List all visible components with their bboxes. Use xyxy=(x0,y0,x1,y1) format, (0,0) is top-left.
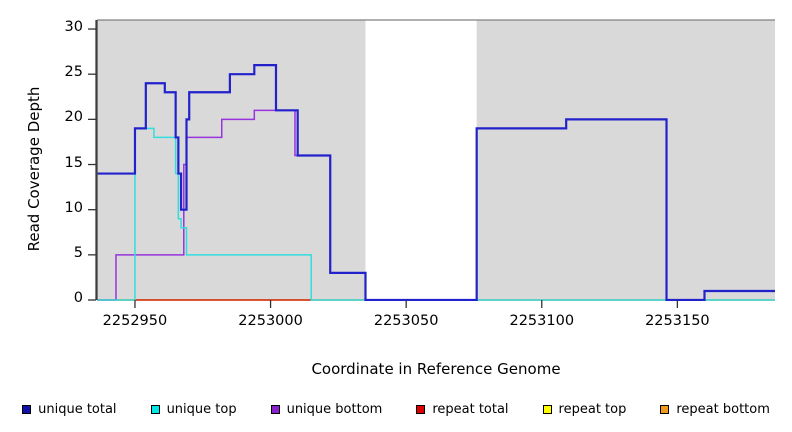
x-tick-label: 2252950 xyxy=(102,313,168,329)
legend-swatch-icon xyxy=(416,404,426,414)
legend-swatch-icon xyxy=(22,404,32,414)
legend-swatch-icon xyxy=(660,404,670,414)
legend-label: repeat top xyxy=(558,401,627,417)
y-tick-label: 20 xyxy=(64,109,83,126)
legend-entry-repeat-top[interactable]: repeat top xyxy=(542,401,661,417)
y-tick-label: 30 xyxy=(64,19,83,36)
legend-entry-unique-bottom[interactable]: unique bottom xyxy=(270,401,417,417)
x-tick-label: 2253100 xyxy=(509,313,575,329)
x-axis-title: Coordinate in Reference Genome xyxy=(311,360,561,378)
y-tick-label: 15 xyxy=(64,154,83,171)
y-tick-label: 10 xyxy=(64,199,83,216)
legend-label: unique top xyxy=(166,401,237,417)
x-tick-label: 2253150 xyxy=(645,313,710,329)
legend-label: unique total xyxy=(38,401,117,417)
legend-swatch-icon xyxy=(270,404,280,414)
y-tick-label: 0 xyxy=(73,290,83,306)
legend-entry-repeat-total[interactable]: repeat total xyxy=(416,402,542,417)
y-tick-label: 5 xyxy=(73,244,83,261)
legend-entry-unique-total[interactable]: unique total xyxy=(22,402,150,417)
legend-entry-repeat-bottom[interactable]: repeat bottom xyxy=(660,402,770,417)
legend-swatch-icon xyxy=(542,404,552,414)
y-tick-label: 25 xyxy=(64,64,83,81)
legend-label: unique bottom xyxy=(286,401,383,417)
series-line-unique-total xyxy=(97,64,775,301)
x-tick-label: 2253050 xyxy=(373,313,439,329)
legend-entry-unique-top[interactable]: unique top xyxy=(150,401,271,417)
chart-legend: unique total unique top unique bottom repea… xyxy=(0,398,792,420)
legend-label: repeat bottom xyxy=(676,401,770,417)
x-tick-label: 2253000 xyxy=(238,313,303,329)
legend-label: repeat total xyxy=(432,401,509,417)
legend-swatch-icon xyxy=(150,404,160,414)
no-data-gap-region xyxy=(365,20,477,300)
